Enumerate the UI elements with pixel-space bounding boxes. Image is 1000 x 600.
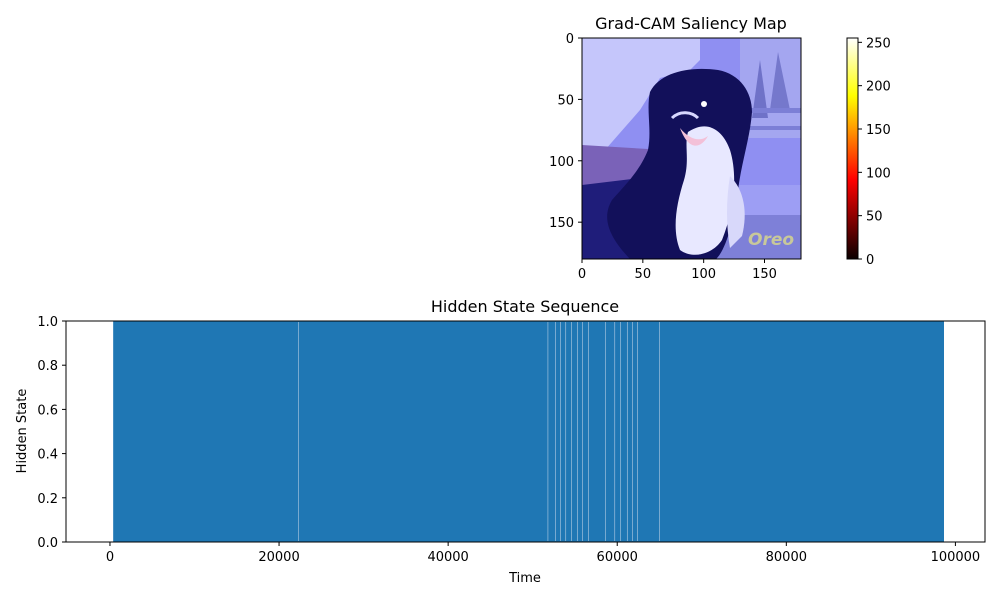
- saliency-title: Grad-CAM Saliency Map: [595, 14, 787, 33]
- colorbar-tick-label: 200: [866, 80, 891, 95]
- y-tick-label: 0.0: [37, 536, 58, 551]
- y-tick-label: 0.8: [37, 359, 58, 374]
- saliency-x-tick-label: 150: [752, 267, 777, 282]
- bars-layer: [113, 321, 944, 542]
- saliency-x-tick-label: 0: [578, 267, 586, 282]
- colorbar-tick-label: 50: [866, 210, 883, 225]
- image-watermark-text: Oreo: [748, 230, 794, 250]
- x-tick-label: 60000: [597, 550, 638, 565]
- saliency-panel: Grad-CAM Saliency Map: [549, 14, 891, 282]
- x-axis-label: Time: [508, 571, 541, 586]
- colorbar-tick-label: 100: [866, 166, 891, 181]
- x-tick-label: 80000: [766, 550, 807, 565]
- x-tick-label: 40000: [427, 550, 468, 565]
- main-axes: 0 20000 40000 60000 80000 100000 0.0 0.2 0.4 0.6 0…: [37, 315, 980, 565]
- y-tick-label: 1.0: [37, 315, 58, 330]
- saliency-x-tick-label: 50: [635, 267, 652, 282]
- saliency-frame: [581, 37, 802, 260]
- colorbar: [846, 37, 859, 260]
- y-axis-label: Hidden State: [15, 389, 30, 474]
- x-tick-label: 20000: [258, 550, 299, 565]
- colorbar-tick-label: 250: [866, 36, 891, 51]
- saliency-y-tick-label: 50: [557, 93, 574, 108]
- x-tick-label: 100000: [931, 550, 981, 565]
- hidden-state-title: Hidden State Sequence: [431, 297, 619, 316]
- colorbar-tick-label: 150: [866, 123, 891, 138]
- colorbar-tick-label: 0: [866, 253, 874, 268]
- plot-frame: [65, 320, 986, 543]
- hidden-state-bar-span: [113, 321, 944, 542]
- saliency-image: [582, 38, 801, 259]
- colorbar-axis: 0 50 100 150 200 250: [858, 36, 891, 268]
- saliency-y-tick-label: 100: [549, 155, 574, 170]
- y-tick-label: 0.2: [37, 492, 58, 507]
- x-tick-label: 0: [106, 550, 114, 565]
- saliency-x-tick-label: 100: [691, 267, 716, 282]
- saliency-y-tick-label: 150: [549, 216, 574, 231]
- y-tick-label: 0.6: [37, 403, 58, 418]
- hidden-state-panel: Hidden State Sequence 0 20000 40000 60000 80…: [15, 297, 986, 586]
- y-tick-label: 0.4: [37, 448, 58, 463]
- saliency-y-tick-label: 0: [566, 32, 574, 47]
- saliency-axes: 0 50 100 150 0 50 100 150: [549, 32, 777, 282]
